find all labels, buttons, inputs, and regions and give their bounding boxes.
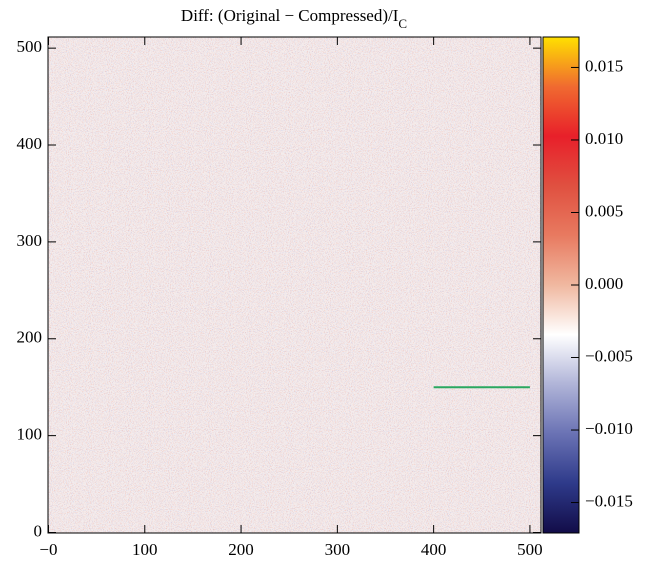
x-tick-label: −0 (39, 540, 57, 559)
title-subscript: C (398, 16, 407, 31)
x-tick-label: 200 (228, 540, 254, 559)
x-tick-label: 500 (517, 540, 543, 559)
colorbar-tick-label: 0.015 (585, 56, 623, 75)
y-tick-label: 100 (17, 425, 43, 444)
colorbar-tick-label: −0.010 (585, 419, 633, 438)
plot-frame (47, 36, 542, 534)
y-tick-label: 300 (17, 231, 43, 250)
heatmap-noise (48, 37, 541, 533)
colorbar-tick-label: 0.005 (585, 201, 623, 220)
y-tick-label: 0 (34, 521, 43, 540)
y-tick-label: 200 (17, 328, 43, 347)
chart-title: Diff: (Original − Compressed)/IC (181, 6, 407, 31)
x-tick-label: 300 (325, 540, 351, 559)
colorbar-tick-label: 0.000 (585, 274, 623, 293)
y-tick-label: 500 (17, 37, 43, 56)
colorbar-tick-label: 0.010 (585, 129, 623, 148)
colorbar-tick-label: −0.005 (585, 346, 633, 365)
x-tick-label: 100 (132, 540, 158, 559)
y-tick-label: 400 (17, 134, 43, 153)
x-tick-label: 400 (421, 540, 447, 559)
heatmap (48, 37, 541, 533)
colorbar-tick-label: −0.015 (585, 491, 633, 510)
title-text: Diff: (Original − Compressed)/I (181, 6, 399, 25)
